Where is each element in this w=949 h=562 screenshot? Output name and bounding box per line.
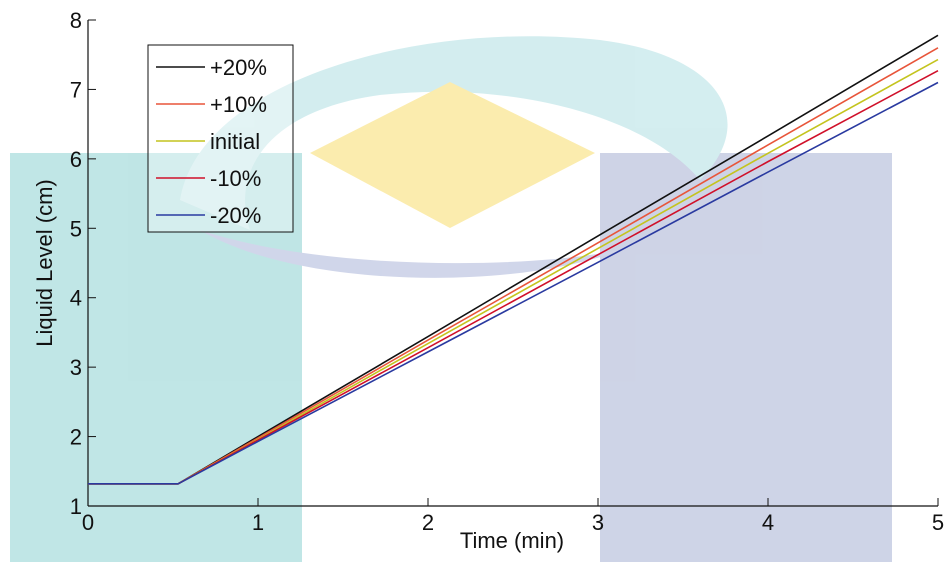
watermark-arc [200,230,620,278]
x-tick-label: 0 [82,510,94,535]
y-tick-label: 2 [70,425,82,450]
y-axis-label: Liquid Level (cm) [32,179,57,347]
watermark-block [10,153,302,562]
x-tick-label: 2 [422,510,434,535]
y-tick-label: 8 [70,8,82,33]
x-tick-label: 1 [252,510,264,535]
x-axis-label: Time (min) [460,528,564,553]
watermark-block [600,153,892,562]
y-tick-label: 4 [70,286,82,311]
legend-label: -10% [210,166,261,191]
x-tick-label: 3 [592,510,604,535]
watermark-diamond [310,82,595,228]
legend-box [147,44,294,233]
legend-label: initial [210,129,260,154]
y-tick-label: 7 [70,77,82,102]
legend-label: +10% [210,92,267,117]
legend-label: +20% [210,55,267,80]
x-tick-label: 5 [932,510,944,535]
legend-label: -20% [210,203,261,228]
y-tick-label: 1 [70,494,82,519]
series-line [88,81,939,485]
y-tick-label: 3 [70,355,82,380]
y-tick-label: 5 [70,216,82,241]
watermark-arc [180,36,728,230]
x-tick-label: 4 [762,510,774,535]
y-tick-label: 6 [70,147,82,172]
watermark [10,36,892,562]
